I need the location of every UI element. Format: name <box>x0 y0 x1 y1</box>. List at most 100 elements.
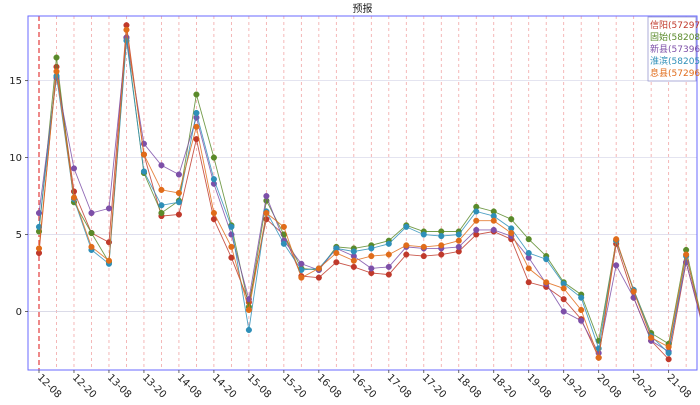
data-point <box>298 260 305 267</box>
data-point <box>193 91 200 98</box>
data-point <box>385 251 392 258</box>
data-point <box>420 231 427 238</box>
data-point <box>193 109 200 117</box>
data-point <box>455 243 462 250</box>
data-point <box>403 251 410 258</box>
data-point <box>70 194 78 201</box>
data-point <box>158 186 165 193</box>
y-tick-label: 5 <box>16 230 22 241</box>
data-point <box>665 350 672 357</box>
legend-entry: 淮滨(58205) <box>650 55 700 67</box>
data-point <box>350 263 357 270</box>
data-point <box>245 306 252 314</box>
data-point <box>175 211 182 218</box>
y-tick-label: 15 <box>9 76 22 87</box>
y-axis: 0 5 10 15 <box>9 76 28 318</box>
grid-layer <box>28 16 697 370</box>
data-point <box>560 296 567 303</box>
data-point <box>210 154 217 161</box>
data-point <box>420 253 427 260</box>
data-point <box>350 257 357 264</box>
legend-entry: 息县(57296) <box>650 67 700 79</box>
data-point <box>613 262 620 269</box>
legend-box <box>647 16 697 82</box>
data-point <box>665 356 672 363</box>
data-point <box>263 193 270 200</box>
legend: 信阳(57297)固始(58208)新县(57396)淮滨(58205)息县(5… <box>647 16 700 82</box>
data-point <box>298 274 305 281</box>
data-point <box>403 223 410 230</box>
data-point <box>455 231 462 238</box>
data-point <box>315 274 322 281</box>
data-point <box>88 209 95 217</box>
data-point <box>53 54 60 61</box>
data-point <box>368 253 375 260</box>
data-point <box>368 265 375 272</box>
data-point <box>525 249 532 257</box>
data-point <box>525 236 532 243</box>
data-point <box>438 233 445 240</box>
data-point <box>473 208 480 215</box>
data-point <box>403 242 410 249</box>
data-point <box>88 229 95 237</box>
data-point <box>578 306 585 314</box>
data-point <box>438 242 445 249</box>
legend-entry: 固始(58208) <box>650 31 700 43</box>
data-point <box>245 326 252 334</box>
data-point <box>158 202 165 209</box>
data-point <box>333 249 340 257</box>
data-point <box>648 334 655 341</box>
data-point <box>263 216 270 223</box>
data-point <box>35 245 43 252</box>
data-point <box>473 226 480 233</box>
data-point <box>158 162 165 169</box>
data-point <box>193 123 200 130</box>
data-point <box>280 223 287 230</box>
series-layer <box>35 22 700 363</box>
data-point <box>228 243 235 250</box>
data-point <box>35 223 43 230</box>
data-point <box>385 271 392 278</box>
y-tick-label: 10 <box>9 153 22 164</box>
data-point <box>158 209 165 217</box>
legend-entry: 信阳(57297) <box>650 19 700 31</box>
data-point <box>595 354 602 361</box>
data-point <box>350 248 357 255</box>
data-point <box>53 68 60 75</box>
data-point <box>175 189 182 197</box>
data-point <box>280 240 287 247</box>
data-point <box>333 259 340 266</box>
data-point <box>490 217 497 224</box>
data-point <box>490 226 497 233</box>
data-point <box>508 229 515 237</box>
data-point <box>543 279 550 286</box>
data-point <box>525 279 532 286</box>
data-point <box>210 176 217 183</box>
data-point <box>473 217 480 224</box>
data-point <box>263 209 270 217</box>
data-point <box>105 205 113 212</box>
data-point <box>140 168 147 175</box>
data-point <box>368 245 375 252</box>
data-point <box>228 223 235 230</box>
data-point <box>508 216 515 223</box>
y-tick-label: 0 <box>16 307 22 318</box>
data-point <box>438 251 445 258</box>
data-point <box>525 265 532 272</box>
data-point <box>123 26 130 33</box>
data-point <box>315 265 322 272</box>
data-point <box>455 237 462 244</box>
plot-area-frame <box>27 15 698 371</box>
data-point <box>385 263 392 270</box>
data-point <box>560 285 567 292</box>
legend-entry: 新县(57396) <box>650 43 700 55</box>
data-point <box>175 199 182 206</box>
data-point <box>210 209 217 217</box>
data-point <box>683 251 690 258</box>
data-point <box>543 256 550 263</box>
data-point <box>88 243 95 250</box>
data-point <box>560 308 567 315</box>
data-point <box>228 254 235 261</box>
